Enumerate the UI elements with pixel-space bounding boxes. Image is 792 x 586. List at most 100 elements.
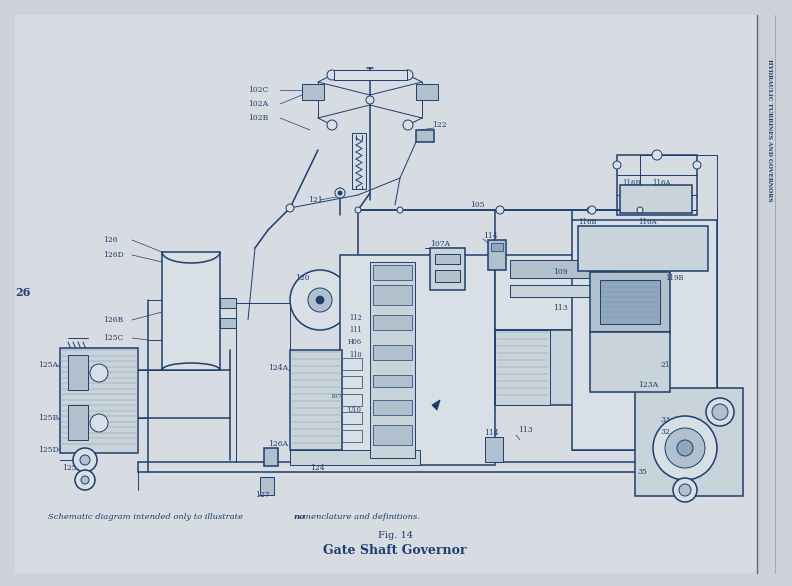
Circle shape bbox=[80, 455, 90, 465]
Bar bbox=[758, 15, 776, 573]
Bar bbox=[491, 243, 503, 251]
Bar bbox=[373, 315, 412, 330]
Bar bbox=[416, 84, 438, 100]
Bar bbox=[342, 376, 362, 388]
Bar bbox=[495, 255, 630, 330]
Text: 102A: 102A bbox=[248, 100, 268, 108]
Text: no: no bbox=[294, 513, 306, 521]
Bar bbox=[435, 254, 460, 264]
Bar bbox=[352, 133, 366, 189]
Text: 105: 105 bbox=[470, 201, 485, 209]
Circle shape bbox=[673, 478, 697, 502]
Bar bbox=[590, 332, 670, 392]
Text: U10: U10 bbox=[348, 406, 362, 414]
Circle shape bbox=[327, 70, 337, 80]
Bar bbox=[416, 130, 434, 142]
Text: 113: 113 bbox=[553, 304, 567, 312]
Bar bbox=[373, 265, 412, 280]
Circle shape bbox=[90, 414, 108, 432]
Bar bbox=[373, 285, 412, 305]
Text: 124A: 124A bbox=[268, 364, 288, 372]
Circle shape bbox=[712, 404, 728, 420]
Circle shape bbox=[403, 120, 413, 130]
Bar bbox=[370, 262, 415, 458]
Text: 125D: 125D bbox=[38, 446, 59, 454]
Bar bbox=[342, 358, 362, 370]
Text: 35: 35 bbox=[637, 468, 647, 476]
Text: 26: 26 bbox=[15, 288, 31, 298]
Bar bbox=[600, 280, 660, 324]
Text: 127: 127 bbox=[255, 491, 269, 499]
Text: 112: 112 bbox=[349, 314, 362, 322]
Circle shape bbox=[496, 206, 504, 214]
Bar bbox=[373, 345, 412, 360]
Circle shape bbox=[653, 416, 717, 480]
Text: 125B: 125B bbox=[38, 414, 59, 422]
Circle shape bbox=[75, 470, 95, 490]
Text: Fig. 14: Fig. 14 bbox=[378, 532, 413, 540]
Circle shape bbox=[90, 364, 108, 382]
Text: 111: 111 bbox=[349, 326, 362, 334]
Circle shape bbox=[637, 207, 643, 213]
Bar bbox=[373, 425, 412, 445]
Bar bbox=[617, 155, 697, 215]
Text: 120: 120 bbox=[295, 274, 310, 282]
Text: 119B: 119B bbox=[665, 274, 683, 282]
Bar bbox=[340, 255, 495, 465]
Circle shape bbox=[587, 207, 593, 213]
Circle shape bbox=[652, 150, 662, 160]
Bar bbox=[495, 330, 550, 405]
Text: 116A: 116A bbox=[638, 218, 657, 226]
Bar bbox=[290, 450, 420, 465]
Text: 125: 125 bbox=[62, 464, 77, 472]
Text: menclature and definitions.: menclature and definitions. bbox=[303, 513, 420, 521]
Bar bbox=[495, 330, 630, 405]
Bar bbox=[334, 70, 407, 80]
Bar bbox=[68, 405, 88, 440]
Text: H06: H06 bbox=[348, 338, 362, 346]
Circle shape bbox=[613, 161, 621, 169]
Circle shape bbox=[665, 428, 705, 468]
Bar bbox=[162, 252, 220, 370]
Circle shape bbox=[366, 96, 374, 104]
Text: 125A: 125A bbox=[38, 361, 58, 369]
Bar bbox=[260, 477, 274, 495]
Circle shape bbox=[316, 296, 324, 304]
Text: 110: 110 bbox=[349, 351, 362, 359]
Circle shape bbox=[706, 398, 734, 426]
Bar bbox=[430, 248, 465, 290]
Circle shape bbox=[73, 448, 97, 472]
Bar bbox=[373, 400, 412, 415]
Bar bbox=[510, 285, 610, 297]
Circle shape bbox=[355, 207, 361, 213]
Bar bbox=[220, 298, 236, 308]
Polygon shape bbox=[432, 400, 440, 410]
Text: 126: 126 bbox=[103, 236, 118, 244]
Bar bbox=[60, 348, 138, 453]
Circle shape bbox=[327, 120, 337, 130]
Text: Schematic diagram intended only to illustrate: Schematic diagram intended only to illus… bbox=[48, 513, 246, 521]
Bar bbox=[302, 84, 324, 100]
Text: 21: 21 bbox=[660, 361, 670, 369]
Bar bbox=[488, 240, 506, 270]
Bar bbox=[373, 375, 412, 387]
Bar bbox=[68, 355, 88, 390]
Bar bbox=[485, 437, 503, 462]
Bar bbox=[342, 412, 362, 424]
Text: 126D: 126D bbox=[103, 251, 124, 259]
Bar bbox=[590, 272, 670, 332]
Text: 116B: 116B bbox=[622, 179, 641, 187]
Text: 114: 114 bbox=[483, 232, 497, 240]
Text: 32: 32 bbox=[660, 428, 670, 436]
Bar bbox=[510, 260, 610, 278]
Circle shape bbox=[679, 484, 691, 496]
Text: 116A: 116A bbox=[652, 179, 671, 187]
Bar bbox=[578, 226, 708, 271]
Text: 107-111: 107-111 bbox=[330, 394, 355, 398]
Circle shape bbox=[497, 207, 503, 213]
Circle shape bbox=[403, 70, 413, 80]
Text: Gate Shaft Governor: Gate Shaft Governor bbox=[323, 544, 466, 557]
Bar bbox=[572, 220, 717, 450]
Text: 125C: 125C bbox=[103, 334, 124, 342]
Text: 116B: 116B bbox=[578, 218, 596, 226]
